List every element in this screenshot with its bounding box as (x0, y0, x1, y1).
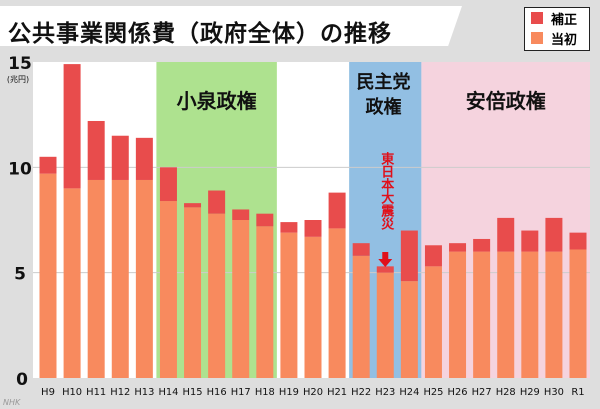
bar-initial (111, 179, 129, 378)
bar-supplementary (256, 213, 274, 227)
y-tick-label: 15 (8, 54, 32, 74)
region-label: 安倍政権 (466, 89, 546, 113)
bar-initial (449, 251, 467, 378)
legend-label: 補正 (551, 12, 578, 28)
bar-initial (424, 266, 442, 378)
bar-supplementary (87, 120, 105, 180)
bar-initial (159, 201, 177, 378)
bar-initial (63, 188, 81, 378)
bar-initial (87, 179, 105, 378)
bar-supplementary (449, 243, 467, 252)
bar-initial (545, 251, 563, 378)
earthquake-annotation: 東日本大震災 (378, 152, 394, 230)
bar-supplementary (400, 230, 418, 282)
bar-supplementary (135, 137, 153, 180)
bar-supplementary (352, 243, 370, 256)
title-banner: 公共事業関係費（政府全体）の推移 (0, 6, 462, 46)
bar-supplementary (569, 232, 587, 250)
bar-initial (304, 236, 322, 378)
x-tick-label: H24 (399, 387, 419, 398)
nhk-watermark: NHK (3, 398, 21, 407)
x-tick-label: H25 (423, 387, 443, 398)
bar-initial (376, 272, 394, 378)
region-label: 小泉政権 (177, 89, 257, 113)
bar-supplementary (63, 64, 81, 189)
x-tick-label: H12 (110, 387, 130, 398)
bar-supplementary (497, 217, 515, 252)
bar-supplementary (376, 266, 394, 273)
bar-supplementary (280, 222, 298, 233)
bar-initial (135, 179, 153, 378)
bar-initial (39, 173, 57, 378)
x-tick-label: H28 (496, 387, 516, 398)
bar-supplementary (328, 192, 346, 229)
bar-supplementary (184, 203, 202, 208)
bar-supplementary (304, 220, 322, 237)
x-tick-label: H11 (86, 387, 106, 398)
bar-initial (352, 255, 370, 378)
bar-supplementary (232, 209, 250, 220)
x-tick-label: H17 (231, 387, 251, 398)
x-tick-label: H14 (158, 387, 178, 398)
bar-initial (184, 207, 202, 378)
legend-item-supplementary: 補正 (525, 8, 589, 28)
legend: 補正 当初 (524, 7, 590, 51)
bar-supplementary (159, 167, 177, 202)
bar-supplementary (39, 156, 57, 174)
bar-supplementary (521, 230, 539, 252)
x-tick-label: H19 (279, 387, 299, 398)
x-tick-label: H21 (327, 387, 347, 398)
legend-swatch (531, 12, 543, 24)
bar-initial (280, 232, 298, 378)
bar-initial (208, 213, 226, 378)
legend-swatch (531, 32, 543, 44)
x-tick-label: H26 (448, 387, 468, 398)
bar-initial (473, 251, 491, 378)
bar-initial (232, 220, 250, 378)
bar-initial (569, 249, 587, 378)
x-tick-label: H16 (207, 387, 227, 398)
bar-supplementary (208, 190, 226, 214)
bar-initial (400, 281, 418, 378)
bar-initial (521, 251, 539, 378)
x-tick-label: H9 (41, 387, 55, 398)
bar-initial (256, 226, 274, 378)
y-axis-unit: (兆円) (7, 74, 29, 84)
bar-supplementary (545, 217, 563, 252)
x-tick-label: H15 (183, 387, 203, 398)
y-tick-label: 0 (16, 370, 28, 390)
bar-supplementary (111, 135, 129, 180)
x-tick-label: R1 (571, 387, 584, 398)
region-label-dpj: 民主党政権 (356, 72, 411, 118)
x-tick-label: H29 (520, 387, 540, 398)
bar-supplementary (473, 238, 491, 252)
x-tick-label: H13 (134, 387, 154, 398)
x-tick-label: H30 (544, 387, 564, 398)
x-tick-label: H23 (375, 387, 395, 398)
legend-label: 当初 (551, 32, 578, 48)
x-tick-label: H22 (351, 387, 371, 398)
y-tick-label: 10 (8, 159, 32, 179)
x-tick-label: H20 (303, 387, 323, 398)
chart-title: 公共事業関係費（政府全体）の推移 (8, 21, 392, 47)
x-tick-label: H27 (472, 387, 492, 398)
x-tick-label: H10 (62, 387, 82, 398)
bar-supplementary (424, 245, 442, 267)
x-tick-label: H18 (255, 387, 275, 398)
bar-initial (328, 228, 346, 378)
bar-initial (497, 251, 515, 378)
legend-item-initial: 当初 (525, 28, 589, 48)
dpj-region-label-wrap: 民主党政権 (348, 70, 419, 120)
y-tick-label: 5 (14, 265, 26, 285)
down-arrow-icon (378, 252, 393, 267)
